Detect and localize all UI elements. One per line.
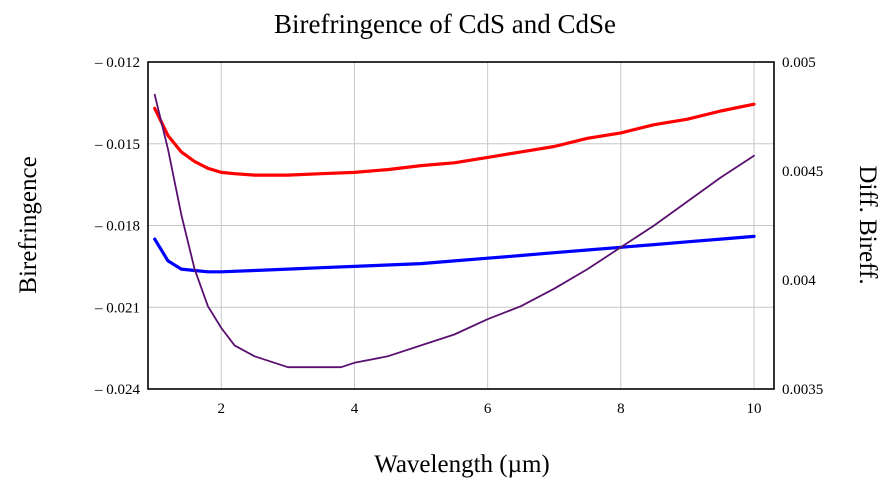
y2-tick-label: 0.0035 (782, 382, 823, 398)
y-tick-label: – 0.021 (94, 300, 140, 316)
x-tick-labels: 2 4 6 8 10 (218, 401, 762, 417)
chart-title: Birefringence of CdS and CdSe (274, 9, 616, 39)
y2-tick-labels: 0.005 0.0045 0.004 0.0035 (782, 55, 823, 398)
x-tick-label: 2 (218, 401, 226, 417)
series-line-0 (153, 102, 756, 177)
x-tick-label: 8 (617, 401, 625, 417)
series-line-2 (153, 93, 755, 369)
x-axis-label: Wavelength (µm) (374, 451, 550, 478)
y-tick-labels: – 0.012 – 0.015 – 0.018 – 0.021 – 0.024 (94, 55, 141, 398)
y2-tick-label: 0.005 (782, 55, 816, 71)
y-tick-label: – 0.015 (94, 137, 140, 153)
grid (148, 62, 774, 389)
x-tick-label: 6 (484, 401, 492, 417)
y2-tick-label: 0.0045 (782, 164, 823, 180)
y2-tick-label: 0.004 (782, 273, 816, 289)
x-tick-label: 4 (351, 401, 359, 417)
y-tick-label: – 0.024 (94, 382, 141, 398)
series-line-1 (153, 234, 756, 274)
y-tick-label: – 0.018 (94, 219, 140, 235)
y2-axis-label: Diff. Bireff. (854, 165, 881, 284)
y-tick-label: – 0.012 (94, 55, 140, 71)
series-lines (153, 93, 756, 369)
plot-frame (147, 61, 775, 390)
x-tick-label: 10 (747, 401, 762, 417)
y-axis-label: Birefringence (15, 156, 42, 293)
